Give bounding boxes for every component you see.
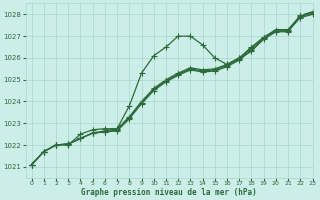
X-axis label: Graphe pression niveau de la mer (hPa): Graphe pression niveau de la mer (hPa) <box>81 188 257 197</box>
